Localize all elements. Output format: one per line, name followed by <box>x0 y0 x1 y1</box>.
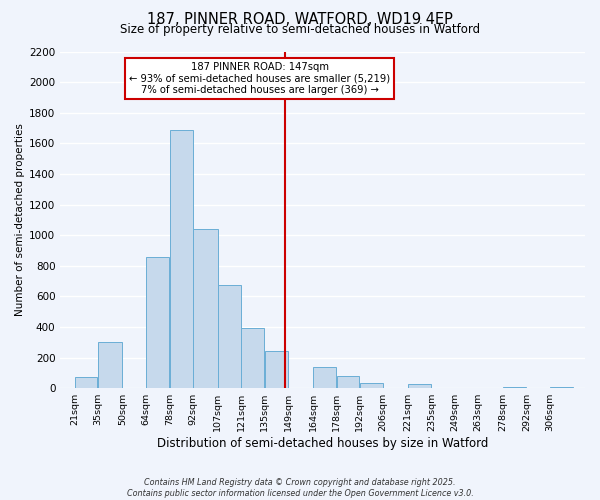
Y-axis label: Number of semi-detached properties: Number of semi-detached properties <box>15 124 25 316</box>
Bar <box>360 383 383 388</box>
Bar <box>265 350 287 388</box>
Text: Size of property relative to semi-detached houses in Watford: Size of property relative to semi-detach… <box>120 22 480 36</box>
Bar <box>146 258 169 388</box>
Text: Contains HM Land Registry data © Crown copyright and database right 2025.
Contai: Contains HM Land Registry data © Crown c… <box>127 478 473 498</box>
Bar <box>170 130 193 388</box>
Bar <box>74 376 97 388</box>
Bar <box>337 376 359 388</box>
Bar <box>193 229 218 388</box>
X-axis label: Distribution of semi-detached houses by size in Watford: Distribution of semi-detached houses by … <box>157 437 488 450</box>
Text: 187, PINNER ROAD, WATFORD, WD19 4EP: 187, PINNER ROAD, WATFORD, WD19 4EP <box>147 12 453 28</box>
Bar <box>503 386 526 388</box>
Text: 187 PINNER ROAD: 147sqm
← 93% of semi-detached houses are smaller (5,219)
7% of : 187 PINNER ROAD: 147sqm ← 93% of semi-de… <box>129 62 390 95</box>
Bar <box>313 367 336 388</box>
Bar <box>409 384 431 388</box>
Bar <box>241 328 265 388</box>
Bar <box>98 342 122 388</box>
Bar <box>218 285 241 388</box>
